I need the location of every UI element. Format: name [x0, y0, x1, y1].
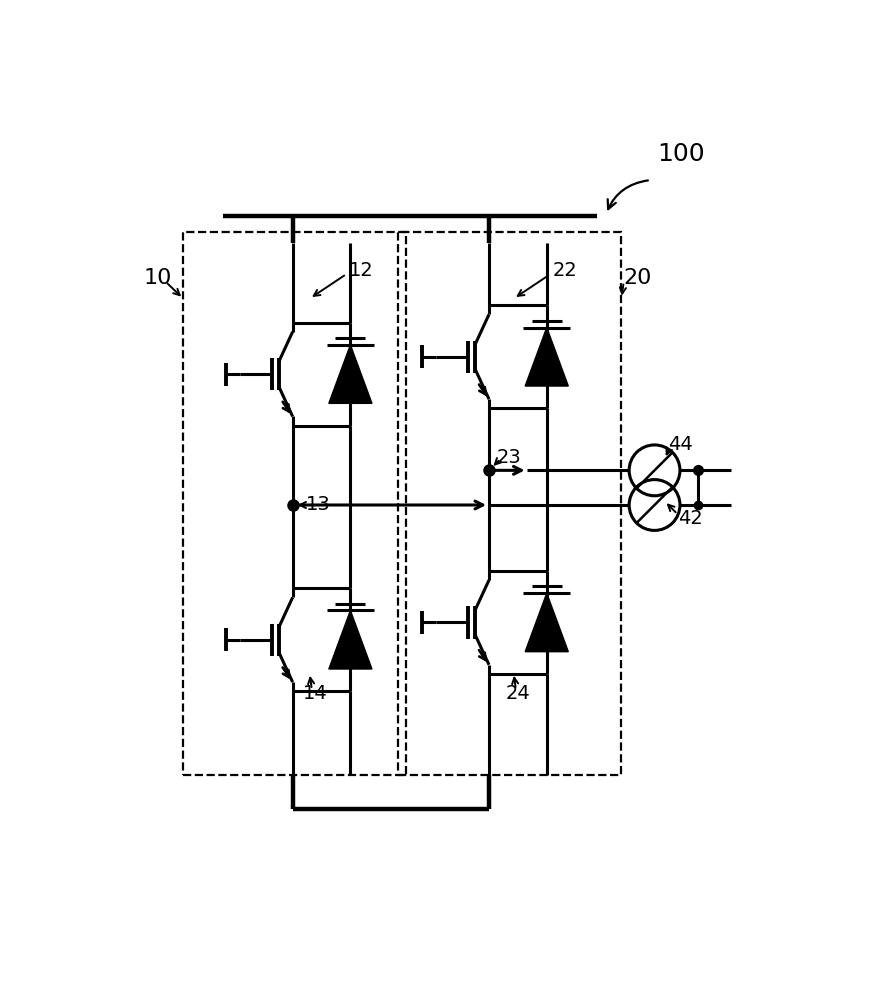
FancyArrowPatch shape [608, 180, 648, 209]
Text: 24: 24 [506, 684, 531, 703]
Bar [182, 232, 406, 774]
Bar [398, 232, 621, 774]
Text: 42: 42 [678, 509, 703, 528]
Text: 44: 44 [668, 435, 692, 454]
Text: 12: 12 [349, 261, 373, 280]
Polygon shape [328, 610, 372, 669]
Polygon shape [526, 328, 569, 386]
Polygon shape [328, 345, 372, 403]
Text: 22: 22 [552, 261, 577, 280]
Polygon shape [526, 593, 569, 652]
Text: 13: 13 [306, 495, 330, 514]
Text: 10: 10 [144, 268, 173, 288]
Text: 23: 23 [497, 448, 521, 467]
Text: 14: 14 [302, 684, 328, 703]
Text: 100: 100 [657, 142, 704, 166]
Text: 20: 20 [624, 268, 652, 288]
